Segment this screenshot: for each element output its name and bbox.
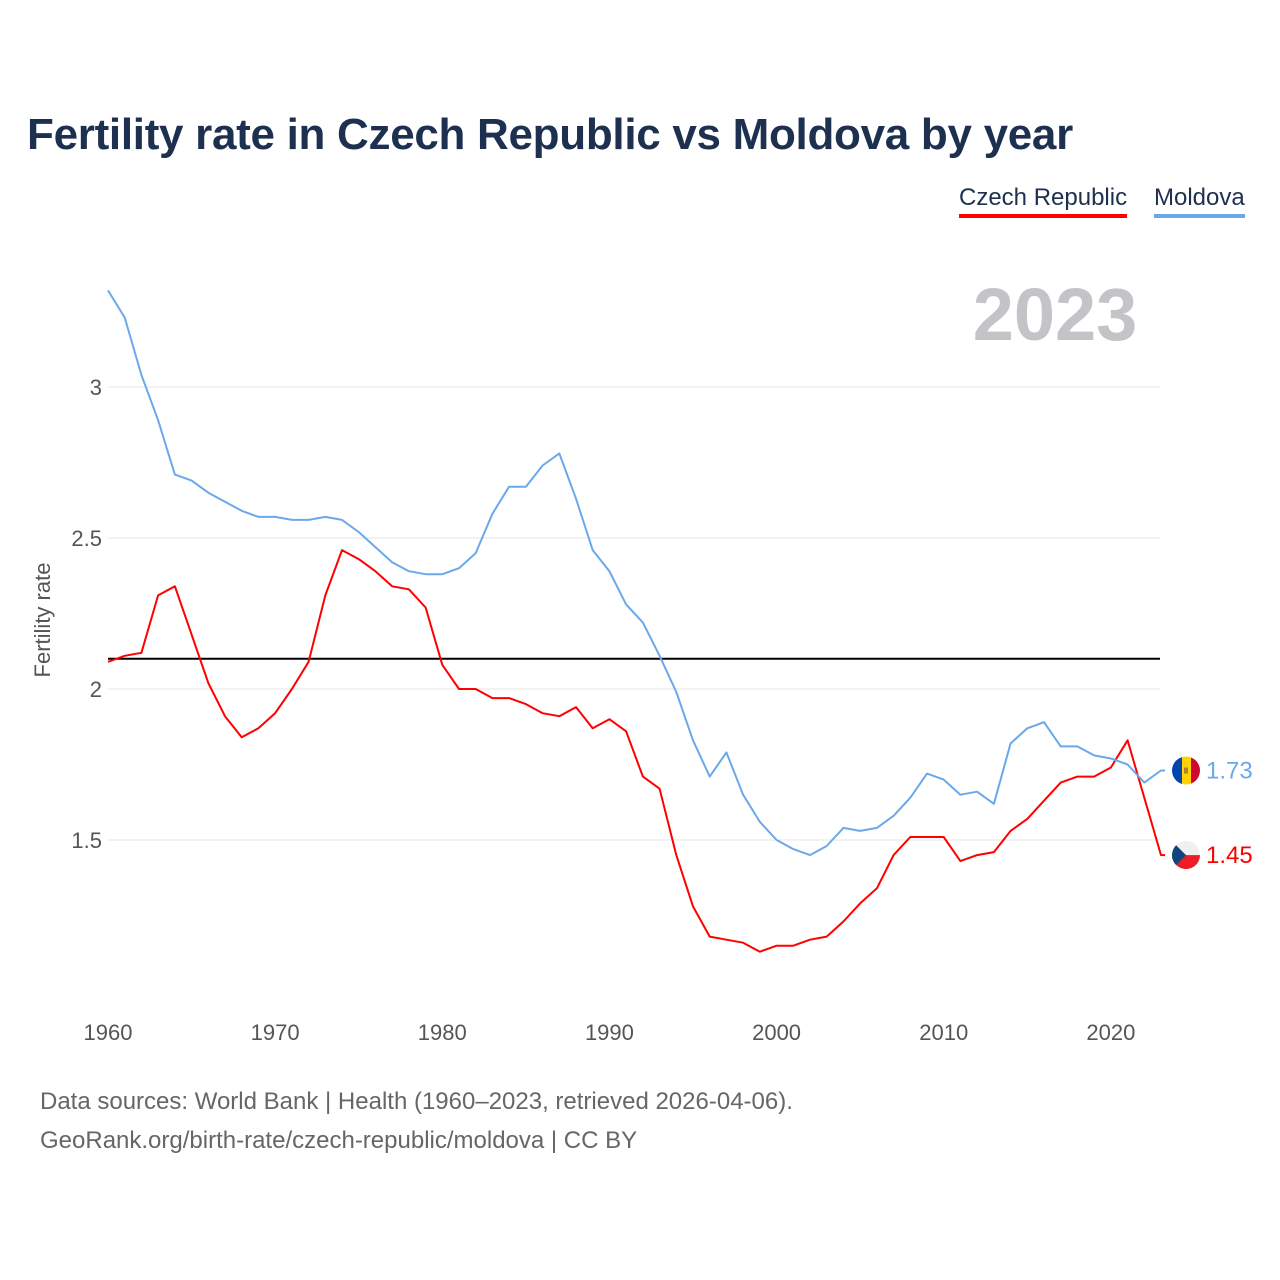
flag-triangle bbox=[1172, 841, 1186, 870]
czech-republic-flag-icon bbox=[1172, 841, 1200, 870]
y-tick-label: 2.5 bbox=[71, 526, 102, 551]
legend-czech-republic[interactable]: Czech Republic bbox=[959, 184, 1128, 218]
y-tick-label: 1.5 bbox=[71, 828, 102, 853]
x-tick-label: 2000 bbox=[752, 1020, 801, 1045]
y-tick-label: 2 bbox=[90, 677, 102, 702]
chart-title: Fertility rate in Czech Republic vs Mold… bbox=[27, 110, 1073, 159]
end-value-label: 1.45 bbox=[1206, 842, 1253, 869]
flag-emblem bbox=[1184, 767, 1188, 774]
series-line-moldova[interactable] bbox=[107, 289, 1165, 857]
footer-link[interactable]: GeoRank.org/birth-rate/czech-republic/mo… bbox=[40, 1127, 638, 1154]
end-value-label: 1.73 bbox=[1206, 758, 1253, 785]
footer-sources: Data sources: World Bank | Health (1960–… bbox=[40, 1088, 793, 1115]
flag-stripe bbox=[1191, 756, 1200, 785]
flag-body bbox=[1172, 756, 1200, 785]
flag-stripe bbox=[1172, 756, 1182, 785]
x-tick-label: 1990 bbox=[585, 1020, 634, 1045]
x-tick-label: 2010 bbox=[919, 1020, 968, 1045]
x-tick-label: 1980 bbox=[418, 1020, 467, 1045]
x-tick-label: 1960 bbox=[84, 1020, 133, 1045]
series-line-czech-republic[interactable] bbox=[107, 549, 1165, 953]
legend-moldova[interactable]: Moldova bbox=[1154, 184, 1245, 218]
moldova-flag-icon bbox=[1172, 756, 1200, 785]
y-axis-label: Fertility rate bbox=[30, 563, 55, 678]
x-tick-label: 1970 bbox=[251, 1020, 300, 1045]
year-watermark: 2023 bbox=[973, 273, 1138, 356]
flag-body bbox=[1172, 841, 1200, 870]
x-tick-label: 2020 bbox=[1086, 1020, 1135, 1045]
y-tick-label: 3 bbox=[90, 375, 102, 400]
